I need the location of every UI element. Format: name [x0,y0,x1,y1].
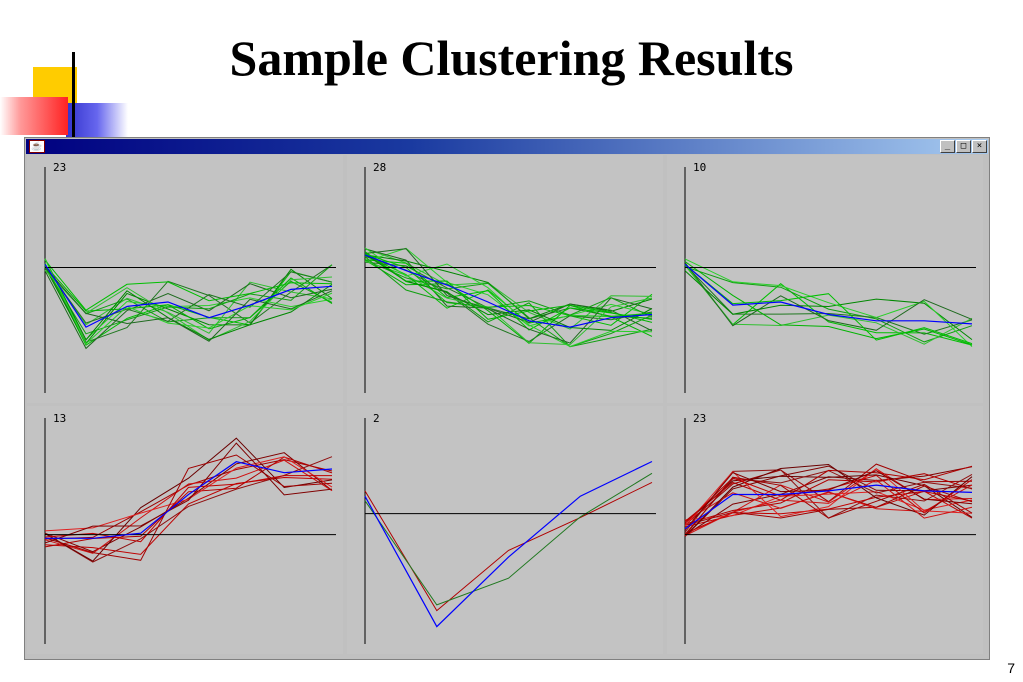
gene-profile-line [44,266,333,324]
gene-profile-line [684,473,973,525]
gene-profile-line [684,468,973,527]
gene-profile-line [684,264,973,345]
mean-profile-line [364,460,653,628]
window-titlebar[interactable]: ☕ _ □ × [26,139,988,154]
cluster-panel-3: 10 [667,155,983,403]
cluster-panel-4: 13 [27,406,343,654]
gene-profile-line [44,259,333,311]
mean-profile-line [45,461,333,539]
minimize-button[interactable]: _ [940,140,955,153]
profile-plot [44,418,336,644]
gene-profile-line [684,479,973,537]
gene-profile-line [44,475,332,543]
gene-profile-line [364,481,653,612]
gene-profile-line [364,253,653,331]
gene-profile-line [684,465,973,522]
gene-profile-line [44,265,333,334]
cluster-size-label: 23 [693,412,707,425]
gene-profile-line [44,264,333,343]
gene-profile-line [44,459,333,554]
gene-profile-line [44,266,333,345]
close-button[interactable]: × [972,140,987,153]
gene-profile-line [364,472,653,606]
gene-profile-line [364,248,653,330]
gene-profile-line [44,269,333,341]
gene-profile-line [684,470,973,531]
gene-profile-line [44,437,333,562]
gene-profile-line [684,264,973,345]
cluster-size-label: 10 [693,161,707,174]
gene-profile-line [684,474,973,524]
mean-profile-line [364,254,653,328]
gene-profile-line [684,266,973,343]
java-cup-icon[interactable]: ☕ [29,140,45,153]
cluster-panel-2: 28 [347,155,663,403]
gene-profile-line [364,259,653,331]
profile-plot [364,418,656,644]
gene-profile-line [44,258,333,345]
gene-profile-line [44,459,333,540]
gene-profile-line [44,258,333,341]
cluster-panel-6: 23 [667,406,983,654]
cluster-panel-5: 2 [347,406,663,654]
gene-profile-line [684,262,973,331]
gene-profile-line [684,466,973,537]
gene-profile-line [364,251,653,323]
cluster-window: ☕ _ □ × 23 28 10 13 2 23 [24,137,990,660]
gene-profile-line [44,270,333,350]
gene-profile-line [364,259,653,344]
profile-plot [364,167,656,393]
gene-profile-line [684,476,973,536]
gene-profile-line [364,259,653,348]
gene-profile-line [44,452,333,553]
mean-profile-line [44,263,333,328]
cluster-panel-1: 23 [27,155,343,403]
profile-plot [44,167,336,393]
gene-profile-line [684,270,973,340]
gene-profile-line [44,476,333,555]
gene-profile-line [44,263,333,346]
gene-profile-line [364,247,653,327]
mean-profile-line [684,263,973,325]
gene-profile-line [684,463,973,537]
gene-profile-line [44,454,333,561]
gene-profile-line [44,442,333,544]
profile-plot [684,418,976,644]
gene-profile-line [44,264,333,341]
gene-profile-line [364,260,653,346]
gene-profile-line [44,267,333,342]
gene-profile-line [684,261,973,346]
decor-red-bar [0,97,68,135]
profile-plot [684,167,976,393]
cluster-size-label: 23 [53,161,67,174]
gene-profile-line [684,258,973,347]
gene-profile-line [364,248,653,344]
gene-profile-line [364,256,653,318]
gene-profile-line [684,491,973,521]
cluster-size-label: 28 [373,161,387,174]
cluster-size-label: 13 [53,412,67,425]
decor-vertical-line [72,52,75,140]
cluster-size-label: 2 [373,412,380,425]
decor-blue-bar [66,103,128,139]
page-number: 7 [1007,660,1015,676]
gene-profile-line [44,456,333,532]
maximize-button[interactable]: □ [956,140,971,153]
mean-profile-line [684,484,973,530]
slide-title: Sample Clustering Results [229,30,794,86]
